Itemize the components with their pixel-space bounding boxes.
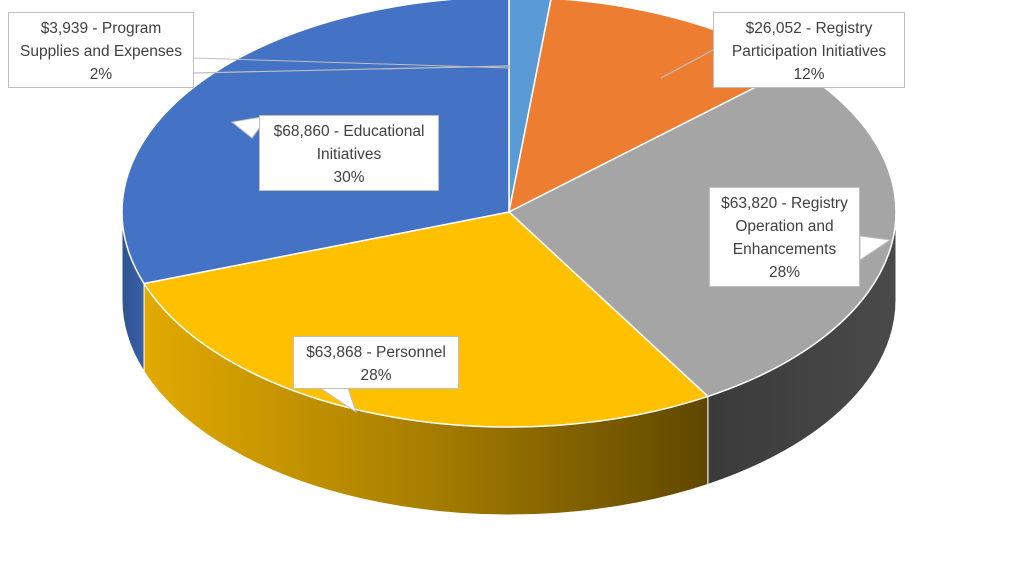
label-line: $63,868 - Personnel xyxy=(306,344,446,361)
leader-line-program-supplies xyxy=(193,65,511,74)
label-line: Enhancements xyxy=(732,241,837,258)
label-line: 28% xyxy=(360,367,392,384)
leader-line-program-supplies-upper xyxy=(193,57,511,69)
callout-tail-registry-operation xyxy=(859,235,892,261)
data-label-program-supplies: $3,939 - Program Supplies and Expenses 2… xyxy=(8,12,194,88)
label-line: $3,939 - Program xyxy=(40,20,162,37)
data-label-registry-participation: $26,052 - Registry Participation Initiat… xyxy=(713,12,905,88)
label-line: $63,820 - Registry xyxy=(721,195,848,212)
label-line: 12% xyxy=(793,66,825,83)
label-line: 30% xyxy=(333,169,365,186)
leader-line-registry-participation xyxy=(660,49,714,79)
label-line: Participation Initiatives xyxy=(731,43,887,60)
label-line: Initiatives xyxy=(316,146,382,163)
label-line: 28% xyxy=(768,264,801,281)
data-label-registry-operation: $63,820 - Registry Operation and Enhance… xyxy=(709,187,860,287)
pie-slice-registry-operation xyxy=(507,66,897,398)
label-line: Supplies and Expenses xyxy=(19,43,182,60)
data-label-personnel: $63,868 - Personnel 28% xyxy=(293,336,459,389)
data-label-educational: $68,860 - Educational Initiatives 30% xyxy=(259,115,439,191)
pie-slice-program-supplies xyxy=(508,0,552,213)
label-line: $26,052 - Registry xyxy=(745,20,873,37)
pie-slice-personnel xyxy=(142,211,710,428)
label-line: $68,860 - Educational xyxy=(273,123,425,140)
label-line: Operation and xyxy=(735,218,834,235)
label-line: 2% xyxy=(89,66,113,83)
